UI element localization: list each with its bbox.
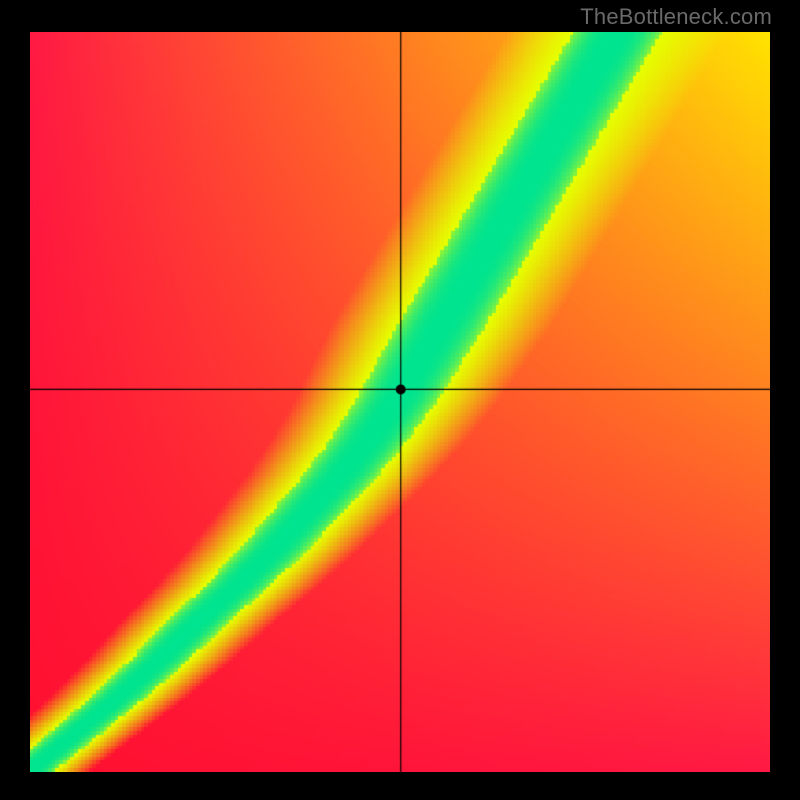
chart-container: { "watermark": { "text": "TheBottleneck.… bbox=[0, 0, 800, 800]
watermark-text: TheBottleneck.com bbox=[580, 4, 772, 30]
bottleneck-heatmap bbox=[30, 32, 770, 772]
